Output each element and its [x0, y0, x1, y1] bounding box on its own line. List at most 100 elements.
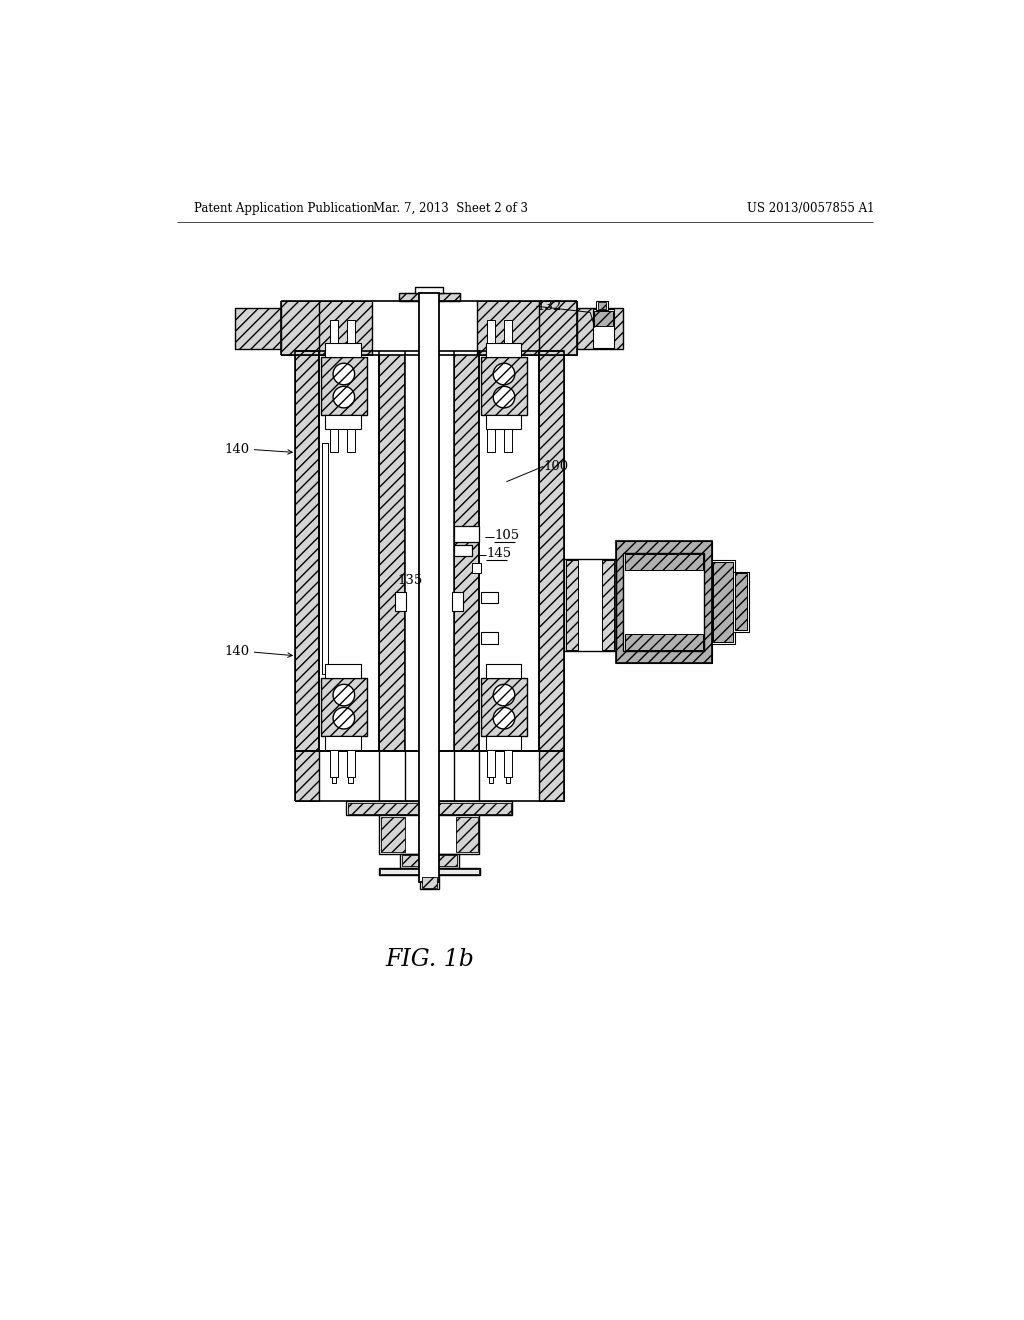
- Bar: [346, 801, 512, 816]
- Bar: [404, 351, 454, 751]
- Bar: [404, 751, 454, 801]
- Bar: [420, 875, 438, 890]
- Text: 135: 135: [397, 574, 422, 587]
- Bar: [321, 358, 367, 414]
- Bar: [431, 855, 457, 866]
- Bar: [625, 635, 702, 649]
- Bar: [454, 351, 479, 751]
- Bar: [714, 562, 733, 642]
- Circle shape: [333, 708, 354, 729]
- Text: FIG. 1b: FIG. 1b: [385, 948, 474, 970]
- Circle shape: [494, 708, 515, 729]
- Bar: [485, 664, 521, 678]
- Circle shape: [494, 684, 515, 706]
- Bar: [398, 293, 460, 301]
- Bar: [422, 876, 437, 887]
- Bar: [540, 751, 564, 801]
- Bar: [712, 560, 735, 644]
- Bar: [323, 444, 329, 675]
- Bar: [379, 867, 480, 875]
- Bar: [380, 869, 478, 874]
- Text: 140: 140: [225, 644, 250, 657]
- Circle shape: [333, 684, 354, 706]
- Text: Patent Application Publication: Patent Application Publication: [194, 202, 375, 215]
- Bar: [598, 302, 606, 309]
- Bar: [481, 358, 527, 414]
- Bar: [481, 591, 498, 603]
- Bar: [381, 817, 404, 853]
- Circle shape: [494, 387, 515, 408]
- Bar: [295, 751, 319, 801]
- Bar: [456, 817, 478, 853]
- Bar: [330, 429, 338, 451]
- Bar: [487, 429, 495, 451]
- Bar: [326, 414, 360, 429]
- Bar: [330, 321, 338, 343]
- Bar: [733, 572, 749, 632]
- Bar: [319, 751, 540, 801]
- Bar: [295, 351, 319, 751]
- Bar: [321, 678, 367, 737]
- Bar: [416, 286, 443, 293]
- Bar: [481, 678, 527, 737]
- Bar: [578, 308, 624, 350]
- Bar: [481, 358, 527, 414]
- Text: 145: 145: [486, 546, 511, 560]
- Bar: [487, 321, 495, 343]
- Bar: [504, 750, 512, 776]
- Bar: [400, 854, 459, 867]
- Bar: [735, 573, 748, 631]
- Bar: [321, 358, 367, 414]
- Bar: [615, 541, 712, 663]
- Bar: [472, 564, 481, 573]
- Circle shape: [494, 363, 515, 385]
- Bar: [594, 312, 612, 326]
- Bar: [454, 527, 479, 541]
- Bar: [615, 541, 712, 663]
- Bar: [624, 553, 705, 651]
- Bar: [477, 301, 578, 355]
- Bar: [398, 293, 460, 301]
- Bar: [488, 776, 494, 783]
- Circle shape: [333, 363, 354, 385]
- Bar: [504, 321, 512, 343]
- Bar: [401, 855, 428, 866]
- Bar: [379, 816, 479, 854]
- Bar: [236, 308, 282, 350]
- Text: 105: 105: [494, 529, 519, 543]
- Bar: [419, 293, 439, 882]
- Bar: [347, 750, 354, 776]
- Bar: [379, 351, 404, 751]
- Bar: [395, 591, 407, 611]
- Bar: [564, 558, 615, 651]
- Text: 100: 100: [544, 459, 568, 473]
- Bar: [347, 429, 354, 451]
- Text: 140: 140: [225, 444, 250, 455]
- Text: Mar. 7, 2013  Sheet 2 of 3: Mar. 7, 2013 Sheet 2 of 3: [373, 202, 527, 215]
- Bar: [347, 321, 354, 343]
- Bar: [454, 351, 479, 751]
- Bar: [348, 776, 353, 783]
- Bar: [326, 664, 360, 678]
- Text: 132: 132: [537, 300, 561, 313]
- Bar: [319, 351, 379, 751]
- Bar: [602, 560, 614, 649]
- Bar: [326, 737, 360, 750]
- Bar: [504, 429, 512, 451]
- Bar: [295, 351, 319, 751]
- Bar: [485, 343, 521, 358]
- Bar: [625, 554, 702, 570]
- Bar: [348, 803, 511, 813]
- Bar: [485, 737, 521, 750]
- Bar: [540, 351, 564, 751]
- Bar: [321, 678, 367, 737]
- Bar: [506, 776, 510, 783]
- Bar: [373, 301, 477, 355]
- Bar: [565, 560, 578, 649]
- Bar: [593, 309, 614, 348]
- Bar: [479, 351, 540, 751]
- Bar: [487, 750, 495, 776]
- Bar: [481, 678, 527, 737]
- Bar: [540, 351, 564, 751]
- Bar: [332, 776, 336, 783]
